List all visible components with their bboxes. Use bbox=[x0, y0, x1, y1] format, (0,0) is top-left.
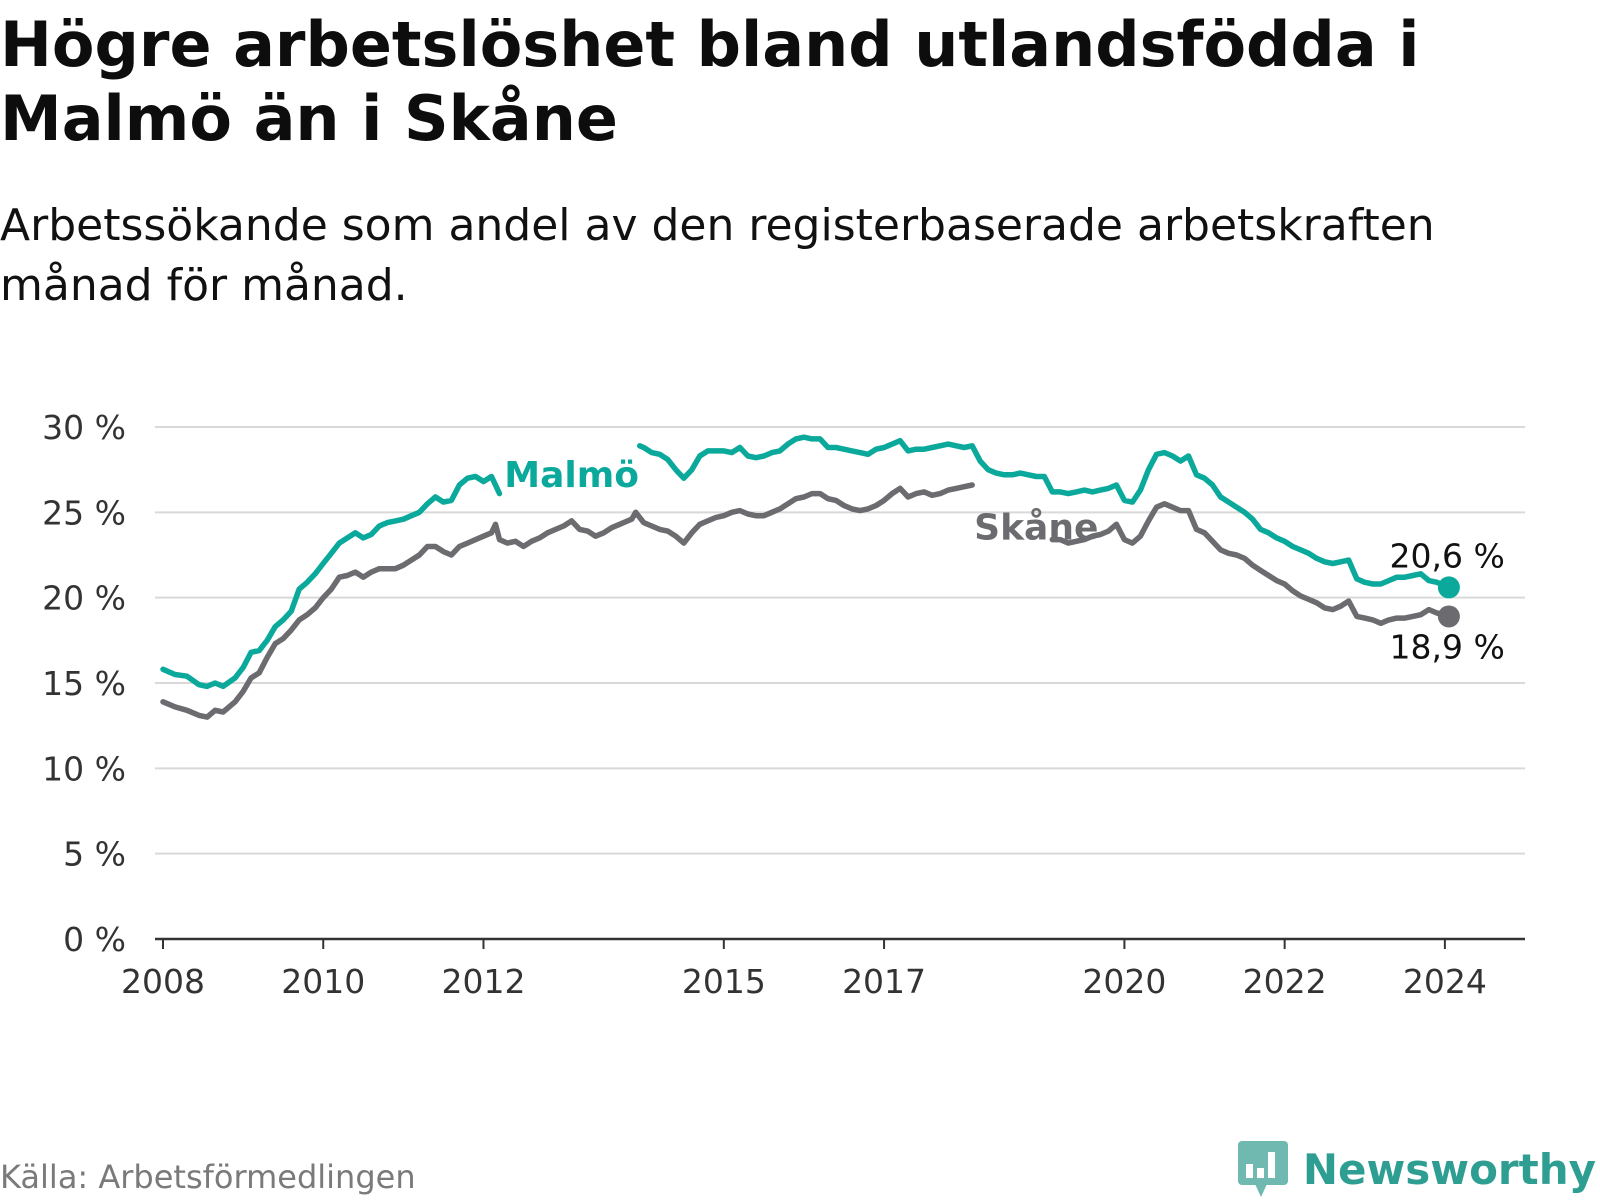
series-line-skane bbox=[160, 482, 975, 720]
y-tick-label: 25 % bbox=[42, 493, 126, 532]
x-tick-label: 2008 bbox=[121, 962, 205, 1001]
brand-logo: Newsworthy bbox=[1237, 1140, 1596, 1198]
series-line-malmo bbox=[160, 473, 503, 690]
x-tick-label: 2022 bbox=[1243, 962, 1327, 1001]
end-point-skane bbox=[1437, 605, 1460, 628]
series-label-skane: Skåne bbox=[974, 508, 1098, 549]
x-tick-label: 2012 bbox=[441, 962, 525, 1001]
y-tick-label: 0 % bbox=[63, 920, 126, 959]
chart-area: 0 % 5 % 10 % 15 % 20 % 25 % 30 % 2008 2010 2012 20… bbox=[0, 380, 1600, 1040]
brand-name: Newsworthy bbox=[1302, 1144, 1596, 1194]
source-note: Källa: Arbetsförmedlingen bbox=[0, 1158, 416, 1196]
x-tick-label: 2010 bbox=[281, 962, 365, 1001]
series-line-malmo bbox=[636, 434, 1452, 591]
x-tick-label: 2020 bbox=[1082, 962, 1166, 1001]
series-label-malmo: Malmö bbox=[504, 455, 639, 496]
end-value-label-malmo: 20,6 % bbox=[1390, 536, 1505, 575]
chart-title: Högre arbetslöshet bland utlandsfödda i … bbox=[0, 8, 1420, 155]
y-tick-label: 20 % bbox=[42, 579, 126, 618]
x-tick-label: 2024 bbox=[1403, 962, 1487, 1001]
chart-subtitle: Arbetssökande som andel av den registerb… bbox=[0, 200, 1435, 311]
end-point-malmo bbox=[1437, 576, 1460, 599]
y-tick-label: 10 % bbox=[42, 749, 126, 788]
x-tick-label: 2015 bbox=[682, 962, 766, 1001]
line-chart: 0 % 5 % 10 % 15 % 20 % 25 % 30 % 2008 2010 2012 20… bbox=[42, 408, 1525, 1001]
y-tick-label: 30 % bbox=[42, 408, 126, 447]
series-line-skane bbox=[1049, 501, 1452, 627]
x-tick-label: 2017 bbox=[842, 962, 926, 1001]
y-tick-label: 15 % bbox=[42, 664, 126, 703]
y-tick-label: 5 % bbox=[63, 835, 126, 874]
end-value-label-skane: 18,9 % bbox=[1390, 627, 1505, 666]
bar-chart-logo-icon bbox=[1237, 1141, 1288, 1197]
